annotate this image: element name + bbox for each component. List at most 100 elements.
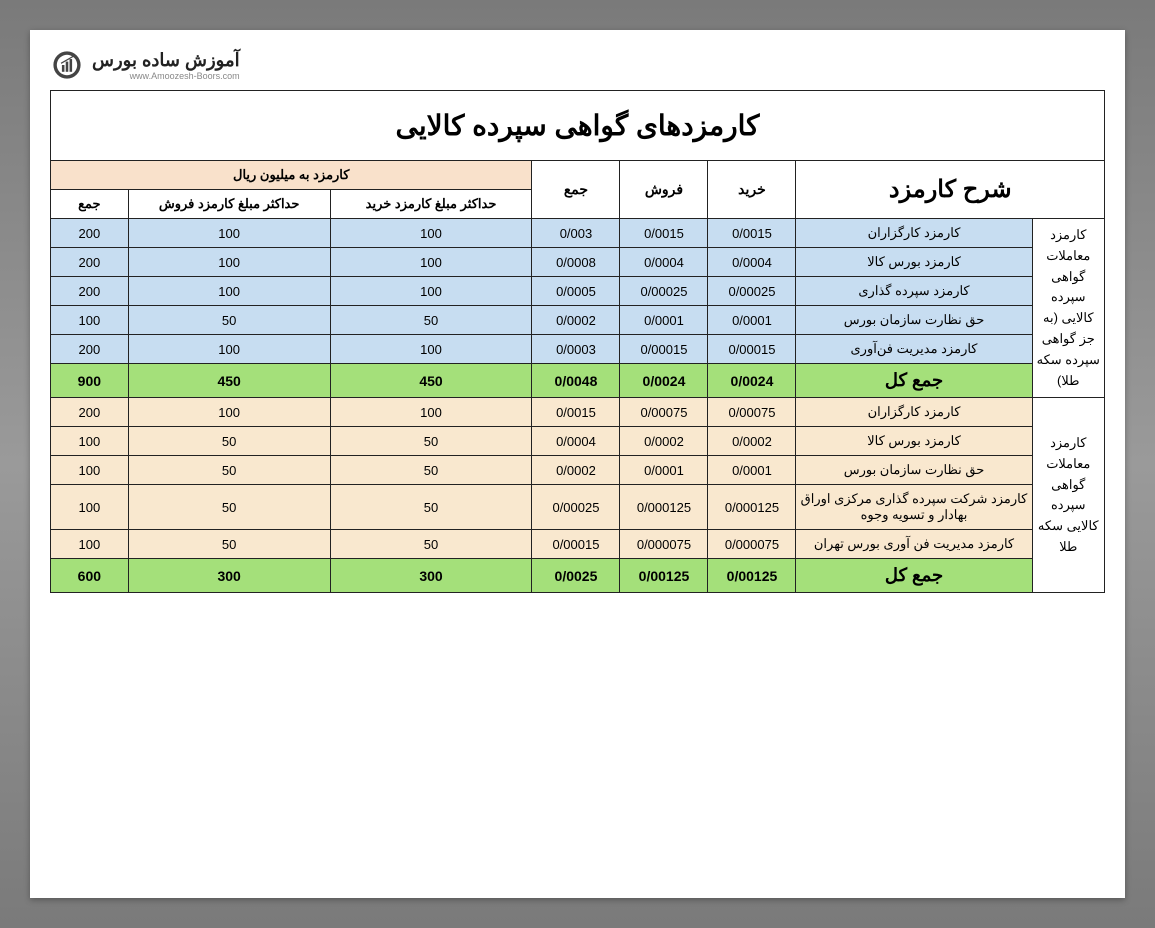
cell: 0/0001 bbox=[708, 456, 796, 485]
cell: 50 bbox=[330, 530, 532, 559]
cell: 0/00075 bbox=[708, 398, 796, 427]
cell: 0/0024 bbox=[708, 364, 796, 398]
s2-row-0: کارمزد معاملات گواهی سپرده کالایی سکه طل… bbox=[51, 398, 1105, 427]
cell-desc: کارمزد کارگزاران bbox=[796, 398, 1032, 427]
cell: 0/0015 bbox=[532, 398, 620, 427]
cell: 900 bbox=[51, 364, 129, 398]
logo-title: آموزش ساده بورس bbox=[92, 50, 240, 71]
cell: 200 bbox=[51, 219, 129, 248]
cell: 0/0008 bbox=[532, 248, 620, 277]
cell: 100 bbox=[128, 219, 330, 248]
cell: 100 bbox=[51, 427, 129, 456]
cell: 0/00025 bbox=[620, 277, 708, 306]
cell-desc: کارمزد مدیریت فن‌آوری bbox=[796, 335, 1032, 364]
cell: 50 bbox=[128, 427, 330, 456]
s1-label: کارمزد معاملات گواهی سپرده کالایی (به جز… bbox=[1032, 219, 1104, 398]
s2-label: کارمزد معاملات گواهی سپرده کالایی سکه طل… bbox=[1032, 398, 1104, 593]
cell: 100 bbox=[330, 248, 532, 277]
cell: 0/00025 bbox=[532, 485, 620, 530]
logo-area: آموزش ساده بورس www.Amoozesh-Boors.com bbox=[50, 48, 1105, 82]
cell: 0/0002 bbox=[532, 456, 620, 485]
cell: 100 bbox=[51, 485, 129, 530]
cell: 100 bbox=[330, 219, 532, 248]
main-title: کارمزدهای گواهی سپرده کالایی bbox=[51, 91, 1105, 161]
hdr-buy: خرید bbox=[708, 161, 796, 219]
cell: 0/0004 bbox=[620, 248, 708, 277]
cell: 0/0024 bbox=[620, 364, 708, 398]
cell: 0/000125 bbox=[620, 485, 708, 530]
s1-row-2: کارمزد سپرده گذاری 0/00025 0/00025 0/000… bbox=[51, 277, 1105, 306]
cell: 0/0001 bbox=[620, 456, 708, 485]
cell: 0/000075 bbox=[620, 530, 708, 559]
cell: 450 bbox=[330, 364, 532, 398]
cell: 200 bbox=[51, 398, 129, 427]
cell: 100 bbox=[330, 277, 532, 306]
cell: 0/0004 bbox=[532, 427, 620, 456]
cell: 0/0002 bbox=[532, 306, 620, 335]
cell: 0/0002 bbox=[708, 427, 796, 456]
s1-total: جمع کل 0/0024 0/0024 0/0048 450 450 900 bbox=[51, 364, 1105, 398]
cell-desc: حق نظارت سازمان بورس bbox=[796, 306, 1032, 335]
s1-row-3: حق نظارت سازمان بورس 0/0001 0/0001 0/000… bbox=[51, 306, 1105, 335]
cell: 50 bbox=[330, 456, 532, 485]
globe-bars-icon bbox=[50, 48, 84, 82]
cell: 0/003 bbox=[532, 219, 620, 248]
cell: 0/0001 bbox=[620, 306, 708, 335]
cell: 600 bbox=[51, 559, 129, 593]
cell-desc: کارمزد شرکت سپرده گذاری مرکزی اوراق بهاد… bbox=[796, 485, 1032, 530]
cell: 100 bbox=[128, 398, 330, 427]
cell: 0/0048 bbox=[532, 364, 620, 398]
cell: 0/0015 bbox=[620, 219, 708, 248]
cell: 0/0001 bbox=[708, 306, 796, 335]
logo-url: www.Amoozesh-Boors.com bbox=[92, 71, 240, 81]
cell: 100 bbox=[128, 248, 330, 277]
hdr-maxbuy: حداکثر مبلغ کارمزد خرید bbox=[330, 190, 532, 219]
s2-row-4: کارمزد مدیریت فن آوری بورس تهران 0/00007… bbox=[51, 530, 1105, 559]
hdr-sell: فروش bbox=[620, 161, 708, 219]
s2-row-3: کارمزد شرکت سپرده گذاری مرکزی اوراق بهاد… bbox=[51, 485, 1105, 530]
page-container: آموزش ساده بورس www.Amoozesh-Boors.com ک… bbox=[30, 30, 1125, 898]
fees-table: کارمزدهای گواهی سپرده کالایی شرح کارمزد … bbox=[50, 90, 1105, 593]
logo-text: آموزش ساده بورس www.Amoozesh-Boors.com bbox=[92, 50, 240, 81]
cell: 100 bbox=[51, 530, 129, 559]
cell: 0/00015 bbox=[708, 335, 796, 364]
cell: 100 bbox=[128, 277, 330, 306]
hdr-desc: شرح کارمزد bbox=[796, 161, 1105, 219]
cell: 100 bbox=[51, 456, 129, 485]
cell-total-label: جمع کل bbox=[796, 364, 1032, 398]
cell: 50 bbox=[330, 306, 532, 335]
hdr-maxsell: حداکثر مبلغ کارمزد فروش bbox=[128, 190, 330, 219]
cell: 0/00015 bbox=[620, 335, 708, 364]
cell: 100 bbox=[51, 306, 129, 335]
cell: 0/0002 bbox=[620, 427, 708, 456]
s2-row-1: کارمزد بورس کالا 0/0002 0/0002 0/0004 50… bbox=[51, 427, 1105, 456]
s1-row-0: کارمزد معاملات گواهی سپرده کالایی (به جز… bbox=[51, 219, 1105, 248]
cell: 450 bbox=[128, 364, 330, 398]
cell: 200 bbox=[51, 335, 129, 364]
cell: 100 bbox=[128, 335, 330, 364]
title-row: کارمزدهای گواهی سپرده کالایی bbox=[51, 91, 1105, 161]
s1-row-4: کارمزد مدیریت فن‌آوری 0/00015 0/00015 0/… bbox=[51, 335, 1105, 364]
cell: 0/00125 bbox=[620, 559, 708, 593]
cell: 300 bbox=[330, 559, 532, 593]
cell: 50 bbox=[330, 485, 532, 530]
hdr-sum: جمع bbox=[532, 161, 620, 219]
s2-total: جمع کل 0/00125 0/00125 0/0025 300 300 60… bbox=[51, 559, 1105, 593]
s1-row-1: کارمزد بورس کالا 0/0004 0/0004 0/0008 10… bbox=[51, 248, 1105, 277]
cell: 0/00075 bbox=[620, 398, 708, 427]
cell-total-label: جمع کل bbox=[796, 559, 1032, 593]
cell: 50 bbox=[128, 306, 330, 335]
cell-desc: حق نظارت سازمان بورس bbox=[796, 456, 1032, 485]
cell: 200 bbox=[51, 248, 129, 277]
cell: 0/00015 bbox=[532, 530, 620, 559]
cell-desc: کارمزد سپرده گذاری bbox=[796, 277, 1032, 306]
header-row-1: شرح کارمزد خرید فروش جمع کارمزد به میلیو… bbox=[51, 161, 1105, 190]
cell: 50 bbox=[330, 427, 532, 456]
hdr-sum2: جمع bbox=[51, 190, 129, 219]
hdr-million: کارمزد به میلیون ریال bbox=[51, 161, 532, 190]
cell-desc: کارمزد بورس کالا bbox=[796, 427, 1032, 456]
cell-desc: کارمزد مدیریت فن آوری بورس تهران bbox=[796, 530, 1032, 559]
cell: 0/0015 bbox=[708, 219, 796, 248]
cell-desc: کارمزد کارگزاران bbox=[796, 219, 1032, 248]
cell: 0/00125 bbox=[708, 559, 796, 593]
